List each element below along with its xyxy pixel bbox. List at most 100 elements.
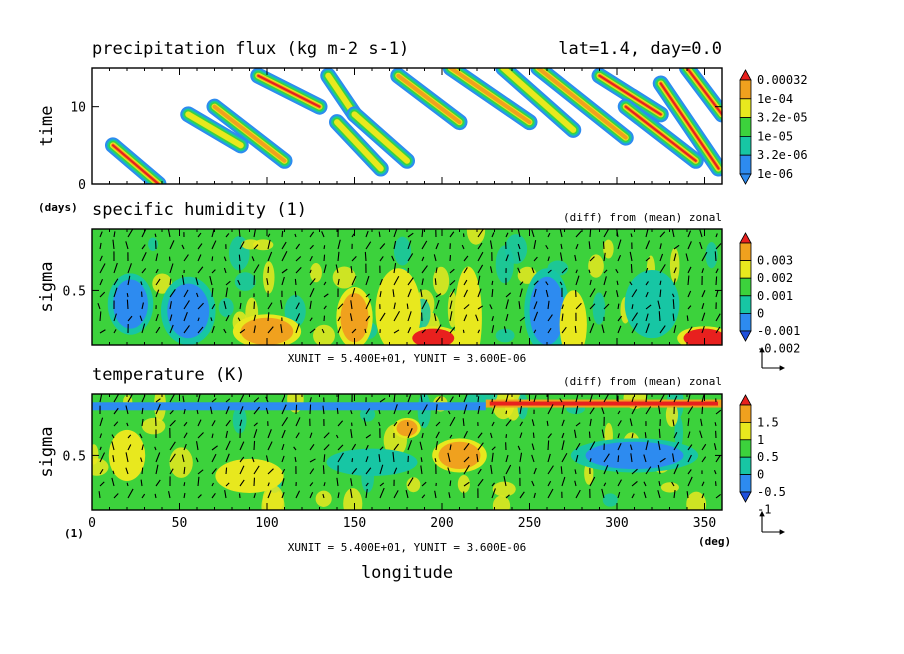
humidity-vector-221: [435, 293, 442, 298]
temperature-vector-154: [336, 407, 339, 415]
temperature-vector-186: [379, 464, 384, 475]
humidity-colorbar-label-3: 0: [757, 306, 764, 320]
humidity-vector-377: [673, 325, 677, 334]
humidity-vector-29: [141, 251, 147, 262]
humidity-vector-353: [645, 257, 651, 262]
temperature-vector-62: [183, 492, 186, 499]
humidity-vector-119: [281, 251, 288, 262]
humidity-vector-198: [407, 232, 414, 238]
humidity-vector-326: [603, 252, 606, 262]
humidity-vector-212: [420, 289, 423, 298]
temperature-vector-168: [351, 468, 358, 475]
temperature-vector-402: [713, 469, 717, 475]
temperature-vector-401: [715, 455, 721, 463]
humidity-vector-120: [281, 268, 288, 274]
humidity-vector-349: [631, 312, 639, 322]
humidity-texture-6: [603, 239, 614, 259]
temperature-vector-83: [225, 419, 231, 427]
humidity-vector-242: [462, 329, 465, 334]
temperature-vector-114: [267, 468, 274, 475]
temperature-vector-99: [253, 397, 260, 403]
temperature-blob-3: [396, 419, 418, 437]
humidity-vector-44: [155, 326, 161, 334]
temperature-vector-26: [127, 488, 134, 499]
humidity-vector-369: [671, 229, 675, 238]
temperature-vector-149: [323, 454, 326, 463]
humidity-vector-387: [699, 229, 703, 238]
temperature-vector-190: [393, 404, 398, 415]
humidity-vector-268: [505, 313, 509, 322]
temperature-vector-44: [154, 493, 157, 499]
humidity-vector-72: [211, 229, 215, 238]
temperature-vector-263: [505, 419, 512, 427]
temperature-texture-27: [686, 491, 707, 510]
temperature-vector-230: [447, 452, 451, 463]
humidity-vector-30: [141, 268, 147, 274]
humidity-vector-381: [687, 266, 692, 274]
temperature-vector-320: [589, 458, 592, 463]
humidity-vector-140: [309, 288, 315, 298]
humidity-vector-303: [561, 304, 564, 310]
humidity-vector-34: [139, 315, 143, 322]
humidity-vector-257: [491, 288, 494, 298]
humidity-vector-360: [659, 231, 666, 238]
humidity-vector-116: [267, 326, 274, 334]
temperature-vector-381: [687, 431, 691, 439]
humidity-vector-320: [589, 288, 596, 298]
humidity-vector-47: [168, 256, 171, 262]
temperature-vector-22: [127, 444, 132, 451]
humidity-vector-340: [617, 315, 623, 322]
humidity-vector-71: [197, 326, 204, 334]
temperature-vector-82: [225, 406, 230, 415]
temperature-vector-143: [309, 492, 314, 499]
temperature-vector-295: [547, 480, 552, 487]
temperature-vector-32: [140, 457, 143, 463]
humidity-vector-357: [645, 304, 652, 310]
temperature-vector-341: [617, 491, 621, 499]
temperature-vector-324: [603, 394, 610, 403]
humidity-vector-317: [589, 256, 595, 262]
temperature-colorbar-label-4: -0.5: [757, 485, 786, 499]
temperature-vector-71: [197, 494, 202, 499]
temperature-vector-369: [673, 395, 678, 403]
humidity-ylabel: sigma: [37, 261, 57, 312]
humidity-vector-225: [449, 231, 455, 238]
temperature-vector-179: [365, 488, 368, 499]
temperature-vector-47: [169, 419, 176, 427]
temperature-vector-368: [657, 490, 661, 499]
humidity-vector-291: [547, 269, 552, 274]
temperature-vector-50: [169, 453, 176, 463]
temperature-vector-160: [336, 477, 339, 487]
temperature-vector-299: [561, 419, 565, 427]
humidity-vector-273: [517, 267, 521, 274]
humidity-vector-283: [533, 280, 539, 286]
humidity-vector-389: [701, 251, 708, 262]
temperature-vector-395: [701, 493, 705, 499]
temperature-xtick-label-4: 200: [430, 516, 453, 531]
temperature-vector-51: [169, 468, 174, 475]
temperature-vector-260: [491, 488, 496, 499]
temperature-vector-235: [463, 404, 468, 415]
temperature-vector-76: [211, 445, 218, 451]
temperature-vector-4: [99, 446, 102, 451]
humidity-vector-52: [169, 314, 173, 322]
humidity-vector-271: [517, 243, 521, 250]
humidity-blob-6: [457, 276, 479, 345]
humidity-vector-246: [477, 264, 484, 274]
humidity-vector-9: [113, 231, 116, 238]
humidity-vector-85: [225, 280, 231, 286]
humidity-vector-152: [321, 328, 325, 334]
humidity-texture-11: [332, 266, 356, 289]
humidity-vector-232: [449, 311, 453, 322]
temperature-texture-19: [492, 495, 511, 510]
temperature-vector-61: [183, 482, 186, 487]
temperature-vector-224: [434, 490, 437, 499]
humidity-vector-102: [253, 264, 260, 274]
temperature-vector-363: [658, 428, 661, 439]
temperature-vector-219: [435, 431, 440, 439]
temperature-vector-69: [197, 469, 204, 475]
temperature-vector-15: [112, 470, 115, 475]
humidity-colorbar-top-arrow: [739, 232, 752, 244]
temperature-vector-84: [225, 430, 228, 439]
humidity-vector-393: [701, 303, 705, 310]
